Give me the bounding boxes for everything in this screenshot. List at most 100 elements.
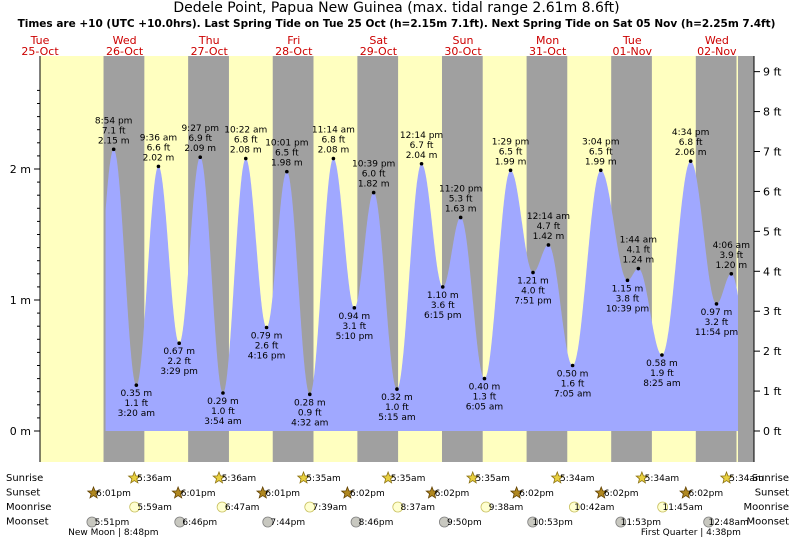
high-tide-label: 2.04 m: [406, 151, 438, 161]
low-tide-label: 5:15 am: [378, 413, 415, 423]
moonrise-time: 10:42am: [574, 503, 614, 513]
tide-point: [134, 383, 139, 387]
sunrise-icon: [296, 470, 311, 484]
sunset-icon: [425, 485, 439, 499]
tide-point: [598, 168, 603, 173]
y-tick-label-right: 5 ft: [763, 225, 782, 238]
high-tide-label: 5.3 ft: [449, 194, 473, 204]
sunset-time: 6:02pm: [688, 489, 723, 499]
low-tide-label: 3:20 am: [118, 409, 155, 419]
moonrise-icon: [568, 501, 580, 513]
sun-moon-table: Sunrise Sunrise Sunset Sunset Moonrise Moonri…: [6, 470, 789, 538]
moonset-icon: [350, 516, 362, 528]
tide-point: [570, 363, 575, 368]
low-tide-label: 11:54 pm: [695, 328, 738, 338]
tide-point: [508, 168, 513, 173]
tide-point: [458, 215, 463, 220]
y-tick-label-right: 8 ft: [763, 106, 782, 119]
sunset-time: 6:02pm: [604, 489, 639, 499]
astro-row-label-left: Moonset: [6, 517, 49, 528]
high-tide-label: 1.99 m: [585, 157, 617, 167]
high-tide-label: 6.8 ft: [234, 136, 258, 146]
chart-subtitle: Times are +10 (UTC +10.0hrs). Last Sprin…: [17, 18, 776, 30]
moonset-time: 9:50pm: [447, 518, 482, 528]
day-name-label: Fri: [287, 34, 300, 47]
low-tide-label: 1.6 ft: [561, 380, 585, 390]
tide-point: [371, 190, 376, 195]
tide-point: [482, 376, 487, 381]
tide-point: [636, 266, 641, 271]
low-tide-label: 0.32 m: [381, 393, 413, 403]
low-tide-label: 0.50 m: [557, 370, 589, 380]
high-tide-label: 2.08 m: [318, 146, 350, 156]
tide-point: [688, 159, 693, 163]
day-name-label: Wed: [113, 34, 137, 47]
y-tick-label-left: 1 m: [10, 294, 31, 307]
high-tide-label: 6.7 ft: [410, 141, 434, 151]
high-tide-label: 1.99 m: [495, 157, 527, 167]
high-tide-label: 1.82 m: [358, 180, 390, 190]
moonset-time: 7:44pm: [270, 518, 305, 528]
high-tide-label: 6.5 ft: [589, 147, 613, 157]
moon-phase-label: First Quarter | 4:38pm: [641, 528, 741, 538]
water-area: [105, 149, 738, 431]
low-tide-label: 7:51 pm: [514, 296, 552, 306]
moonset-icon: [615, 516, 627, 528]
day-name-label: Thu: [198, 34, 220, 47]
day-name-label: Wed: [705, 34, 729, 47]
tide-point: [419, 161, 424, 166]
tide-point: [285, 169, 289, 174]
sunset-icon: [255, 485, 270, 499]
sunset-icon: [679, 485, 693, 499]
water-level-area: [105, 149, 738, 431]
high-tide-label: 12:14 pm: [400, 131, 443, 141]
high-tide-label: 1.42 m: [533, 232, 565, 242]
day-name-label: Sun: [453, 34, 474, 47]
high-tide-label: 10:22 am: [224, 126, 267, 136]
low-tide-label: 4:16 pm: [248, 352, 286, 362]
high-tide-label: 1.63 m: [445, 204, 477, 214]
high-tide-label: 4.1 ft: [626, 246, 650, 256]
high-tide-label: 1:29 pm: [492, 137, 530, 147]
high-tide-label: 4.7 ft: [537, 222, 561, 232]
sunset-time: 6:02pm: [435, 489, 470, 499]
low-tide-label: 3.2 ft: [705, 318, 729, 328]
low-tide-label: 0.94 m: [339, 312, 371, 322]
tide-point: [156, 164, 161, 169]
tide-point: [440, 285, 445, 289]
sunrise-time: 5:34am: [645, 474, 680, 484]
y-tick-label-right: 9 ft: [763, 66, 782, 79]
y-tick-label-right: 6 ft: [763, 185, 782, 198]
day-date-label: 02-Nov: [697, 45, 737, 58]
tide-point: [264, 325, 269, 330]
sunrise-time: 5:34am: [560, 474, 595, 484]
moonrise-icon: [129, 501, 141, 513]
tide-point: [660, 353, 664, 357]
high-tide-label: 4:34 pm: [672, 128, 710, 138]
low-tide-label: 1.1 ft: [124, 399, 148, 409]
moonrise-icon: [304, 501, 316, 513]
tide-point: [198, 155, 203, 160]
y-tick-label-right: 0 ft: [763, 425, 782, 438]
moonrise-time: 6:47am: [225, 503, 260, 513]
sunset-icon: [171, 485, 185, 499]
tide-point: [714, 302, 719, 306]
low-tide-label: 3.8 ft: [616, 294, 640, 304]
sunrise-icon: [465, 470, 480, 484]
low-tide-label: 0.97 m: [701, 308, 733, 318]
tide-point: [546, 243, 551, 247]
sunrise-icon: [635, 470, 649, 484]
low-tide-label: 2.6 ft: [255, 342, 279, 352]
high-tide-label: 6.6 ft: [147, 143, 171, 153]
high-tide-label: 11:14 am: [312, 126, 355, 136]
high-tide-label: 6.5 ft: [499, 147, 523, 157]
day-date-label: 28-Oct: [275, 45, 313, 58]
high-tide-label: 2.06 m: [675, 148, 707, 158]
moonset-time: 5:51pm: [95, 518, 130, 528]
sunset-icon: [86, 485, 101, 499]
low-tide-label: 0.40 m: [469, 383, 501, 393]
sunset-time: 6:01pm: [96, 489, 131, 499]
high-tide-label: 9:27 pm: [181, 124, 219, 134]
sunset-time: 6:01pm: [265, 489, 300, 499]
tide-point: [625, 278, 630, 283]
